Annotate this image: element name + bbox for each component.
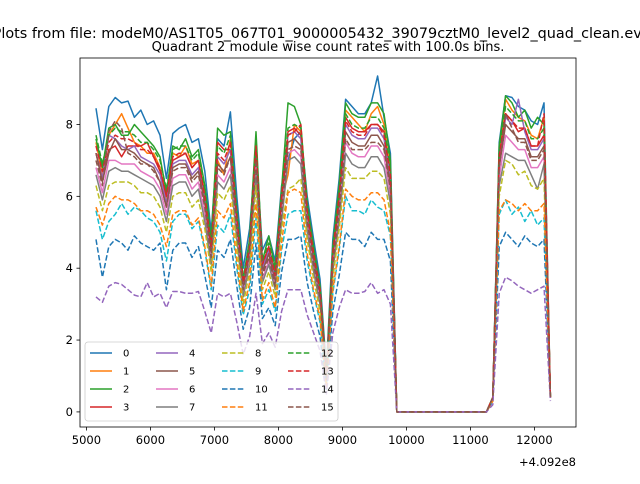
x-tick-label: 11000 [452,433,489,447]
x-tick-label: 9000 [328,433,357,447]
y-tick-label: 6 [66,189,73,203]
axes-frame [79,57,577,428]
legend-label-9: 9 [255,367,261,378]
x-tick-label: 7000 [200,433,229,447]
legend-box [84,341,339,422]
legend-label-8: 8 [255,349,261,360]
legend-label-15: 15 [321,403,334,414]
y-axis: 0 2 4 6 8 [66,117,80,419]
x-tick-label: 8000 [264,433,293,447]
y-tick-label: 2 [66,333,73,347]
legend-label-4: 4 [189,349,195,360]
axes-title: Quadrant 2 module wise count rates with … [152,40,505,55]
legend-label-0: 0 [123,349,129,360]
legend-label-2: 2 [123,385,129,396]
legend-label-6: 6 [189,385,195,396]
figure-suptitle: Plots from file: modeM0/AS1T05_067T01_90… [0,26,640,42]
x-tick-label: 5000 [72,433,101,447]
legend-label-14: 14 [321,385,334,396]
legend-label-10: 10 [255,385,268,396]
x-axis-offset-label: +4.092e8 [519,455,576,469]
legend-label-1: 1 [123,367,129,378]
x-axis: 5000 6000 7000 8000 9000 10000 11000 12000 [72,427,553,447]
legend-label-12: 12 [321,349,334,360]
legend-label-3: 3 [123,403,129,414]
series-line-15 [95,112,552,413]
x-tick-label: 10000 [388,433,425,447]
x-tick-label: 6000 [136,433,165,447]
legend-label-5: 5 [189,367,195,378]
y-tick-label: 4 [66,261,73,275]
legend-label-13: 13 [321,367,334,378]
y-tick-label: 0 [66,405,73,419]
y-tick-label: 8 [66,117,73,131]
legend-label-11: 11 [255,403,268,414]
legend-label-7: 7 [189,403,195,414]
x-tick-label: 12000 [516,433,553,447]
